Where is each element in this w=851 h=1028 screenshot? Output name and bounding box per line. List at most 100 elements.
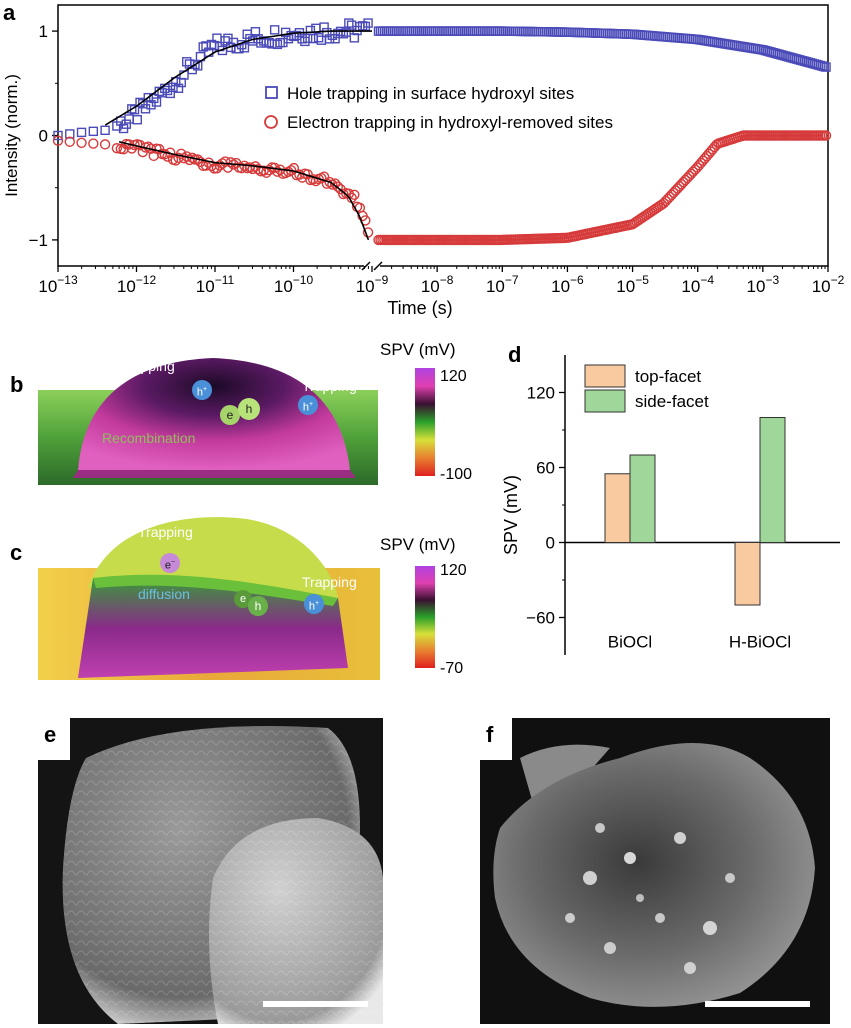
panel-label-f: f (486, 722, 494, 747)
marker-square (341, 27, 351, 37)
marker-square (338, 29, 349, 39)
marker-square (121, 119, 131, 129)
colorbar-b (415, 368, 435, 476)
marker-square (100, 125, 110, 135)
marker-square (269, 25, 280, 35)
axis-break-mark-right (373, 261, 383, 271)
chart-a: 10−13 10−12 10−11 10−10 10−9 10−8 10−7 10−6 10−5… (2, 4, 845, 318)
panel-label-a: a (3, 0, 16, 25)
marker-square (88, 126, 99, 137)
marker-circle (111, 143, 123, 154)
marker-square (322, 27, 332, 38)
marker-square (168, 82, 178, 93)
marker-square (190, 59, 200, 70)
fit-line-2 (104, 30, 372, 126)
y-tick-label-a: 0 (39, 127, 48, 146)
marker-square (146, 100, 156, 110)
category-label-d: H-BiOCl (729, 633, 791, 652)
legend-label-hole: Hole trapping in surface hydroxyl sites (287, 84, 574, 103)
marker-square (151, 97, 162, 107)
trapping-label-c-left: Trapping (138, 524, 193, 540)
marker-square (53, 130, 63, 141)
legend-label-d: top-facet (635, 367, 701, 386)
spv-map-c: Trapping Trapping diffusion e− e h h+ (38, 508, 380, 680)
hole-letter-c: h (308, 600, 316, 613)
panel-label-bg-e (38, 718, 70, 760)
marker-square (173, 83, 184, 93)
colorbar-b-min: -100 (440, 466, 473, 483)
panel-label-e: e (44, 722, 57, 747)
marker-square (300, 36, 310, 47)
hole-bubble-c-center: h (248, 596, 268, 616)
marker-circle (99, 139, 111, 150)
panel-label-c: c (10, 540, 23, 565)
legend-swatch-d (584, 364, 626, 388)
marker-circle (52, 135, 64, 146)
marker-square (363, 18, 373, 28)
marker-circle (288, 162, 300, 174)
electron-sup: − (171, 559, 176, 566)
legend-label-electron: Electron trapping in hydroxyl-removed si… (287, 113, 613, 132)
sem-image-e (38, 718, 383, 1024)
spv-map-b: Trapping Trapping Recombination h+ e h h… (38, 350, 378, 485)
colorbar-title-b: SPV (mV) (380, 340, 456, 359)
x-tick-label-a: 10−8 (421, 273, 454, 296)
y-tick-label-a: 1 (39, 22, 48, 41)
y-tick-label-a: −1 (29, 231, 48, 250)
marker-circle (225, 157, 236, 168)
marker-square (132, 115, 142, 125)
marker-square (76, 127, 87, 138)
sem-image-f (480, 718, 830, 1024)
panel-label-bg-f (480, 718, 512, 760)
scale-bar-f (705, 1001, 810, 1007)
marker-circle (159, 149, 170, 160)
marker-square (250, 27, 261, 37)
trapping-label-b-left: Trapping (120, 358, 175, 374)
electron-bubble-c: e (234, 590, 252, 608)
y-tick-label-d: 120 (527, 384, 555, 403)
marker-circle (329, 178, 341, 189)
marker-circle (324, 176, 335, 188)
marker-circle (178, 152, 190, 164)
marker-circle (349, 189, 360, 201)
legend-marker-square (265, 86, 278, 99)
marker-square (305, 25, 316, 36)
bar-top-facet-H-BiOCl (734, 542, 761, 606)
electron-letter: e (164, 559, 172, 572)
electron-bubble-b: e (220, 405, 240, 425)
marker-square (124, 114, 134, 124)
colorbar-c (415, 566, 435, 668)
series-markers-1 (52, 130, 832, 246)
trapping-label-b-right: Trapping (302, 378, 357, 394)
marker-circle (310, 175, 322, 187)
marker-circle (820, 130, 832, 141)
x-tick-label-a: 10−7 (486, 273, 519, 296)
colorbar-c-max: 120 (440, 562, 467, 579)
hole-sup-c: + (315, 600, 320, 607)
marker-circle (261, 167, 272, 178)
x-tick-label-a: 10−2 (812, 273, 845, 296)
marker-square (344, 18, 354, 28)
sem-image-f-picture (493, 743, 815, 1007)
marker-square (165, 88, 175, 99)
y-axis-label-a: Intensity (norm.) (2, 74, 21, 197)
panel-label-b: b (10, 372, 24, 397)
series-markers-0 (53, 18, 831, 141)
spv-map-c-image (38, 508, 380, 680)
hole-bubble-b-left: h+ (192, 380, 212, 400)
hole-sup: + (203, 386, 208, 393)
marker-square (319, 22, 329, 32)
marker-square (182, 57, 192, 67)
bar-side-facet-H-BiOCl (759, 417, 786, 543)
hole-letter: h (196, 386, 204, 399)
marker-square (330, 34, 340, 44)
x-tick-label-a: 10−11 (196, 273, 235, 296)
trapping-label-c-right: Trapping (302, 574, 357, 590)
legend-label-d: side-facet (635, 392, 709, 411)
marker-circle (76, 137, 87, 149)
hole-sup-right: + (309, 401, 314, 408)
diffusion-label: diffusion (138, 586, 190, 602)
marker-square (127, 104, 137, 114)
x-tick-label-a: 10−10 (274, 273, 314, 296)
category-label-d: BiOCl (608, 633, 652, 652)
